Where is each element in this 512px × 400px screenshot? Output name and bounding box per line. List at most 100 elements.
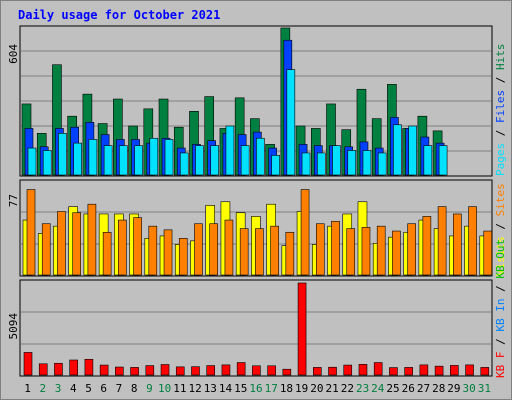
day-label: 8 bbox=[131, 382, 138, 395]
pages-bar bbox=[286, 69, 296, 176]
bottom-max-label: 5094 bbox=[7, 313, 20, 340]
mid-max-label: 77 bbox=[7, 194, 20, 207]
kbytes-bar bbox=[312, 367, 322, 376]
legend-item: KB In bbox=[494, 299, 507, 332]
legend-item: Pages bbox=[494, 143, 507, 176]
day-label: 28 bbox=[432, 382, 445, 395]
pages-bar bbox=[42, 150, 52, 176]
day-label: 25 bbox=[386, 382, 399, 395]
legend-item: Visits bbox=[494, 236, 507, 276]
pages-bar bbox=[225, 125, 235, 176]
kbytes-bar bbox=[236, 362, 246, 376]
sites-bar bbox=[361, 227, 371, 276]
kbytes-bar bbox=[206, 365, 216, 376]
day-label: 21 bbox=[326, 382, 339, 395]
kbytes-bar bbox=[297, 282, 307, 376]
pages-bar bbox=[88, 139, 98, 176]
pages-bar bbox=[103, 145, 113, 176]
day-label: 13 bbox=[204, 382, 217, 395]
sites-bar bbox=[133, 217, 142, 276]
kbytes-bar bbox=[54, 362, 63, 376]
legend-item: Sites bbox=[494, 183, 507, 216]
legend-item: Hits bbox=[494, 44, 507, 71]
kbytes-bar bbox=[175, 366, 185, 376]
sites-bar bbox=[300, 189, 310, 276]
kbytes-bar bbox=[328, 366, 337, 376]
pages-bar bbox=[256, 137, 265, 176]
sites-bar bbox=[118, 219, 127, 276]
day-label: 22 bbox=[341, 382, 354, 395]
kbytes-bar bbox=[221, 364, 231, 376]
day-label: 17 bbox=[265, 382, 278, 395]
sites-bar bbox=[178, 238, 188, 276]
pages-bar bbox=[240, 145, 250, 176]
legend-separator: / bbox=[494, 279, 507, 299]
day-label: 14 bbox=[219, 382, 233, 395]
sites-bar bbox=[163, 229, 173, 276]
sites-bar bbox=[346, 228, 356, 276]
kbytes-bar bbox=[450, 365, 459, 376]
day-label: 5 bbox=[85, 382, 92, 395]
sites-bar bbox=[285, 231, 295, 276]
sites-bar bbox=[483, 230, 493, 276]
kbytes-bar bbox=[38, 363, 48, 376]
sites-bar bbox=[453, 213, 462, 276]
sites-bar bbox=[331, 220, 340, 276]
day-labels: 1 2 3 4 5 6 7 8 9 10 11 12 13 14 15 16 17 18 19 20 21 22 23 24 2… bbox=[24, 382, 491, 395]
pages-bar bbox=[408, 125, 417, 176]
legend-separator: / bbox=[494, 123, 507, 143]
legend-item: Files bbox=[494, 90, 507, 123]
pages-bar bbox=[301, 152, 311, 176]
pages-bar bbox=[362, 150, 372, 176]
kbytes-bar bbox=[480, 367, 490, 376]
kbytes-bar bbox=[434, 365, 444, 376]
pages-bar bbox=[119, 145, 128, 176]
kbytes-bar bbox=[389, 367, 398, 376]
sites-bar bbox=[26, 189, 36, 276]
legend-separator: / bbox=[494, 332, 507, 352]
pages-bar bbox=[316, 152, 326, 176]
day-label: 31 bbox=[478, 382, 491, 395]
legend-item: KB Out bbox=[494, 239, 507, 279]
kbytes-bar bbox=[282, 368, 292, 376]
pages-bar bbox=[423, 145, 433, 176]
top-max-label: 604 bbox=[7, 44, 20, 64]
day-label: 12 bbox=[188, 382, 201, 395]
kbytes-bar bbox=[343, 364, 353, 376]
pages-bar bbox=[271, 155, 280, 176]
kbytes-bar bbox=[358, 364, 368, 376]
pages-bar bbox=[58, 133, 67, 176]
kbytes-bar bbox=[252, 365, 261, 376]
kbytes-bar bbox=[69, 359, 78, 376]
kbytes-bar bbox=[23, 352, 33, 376]
day-label: 26 bbox=[402, 382, 415, 395]
bottom-panel-frame bbox=[19, 279, 493, 377]
pages-bar bbox=[377, 152, 387, 176]
legend-text: Visits / Sites bbox=[494, 183, 507, 276]
day-label: 6 bbox=[100, 382, 107, 395]
pages-bar bbox=[73, 142, 82, 176]
chart-title: Daily usage for October 2021 bbox=[18, 8, 220, 22]
sites-bar bbox=[392, 230, 401, 276]
pages-bar bbox=[134, 145, 143, 176]
kbytes-bar bbox=[191, 366, 200, 376]
sites-bar bbox=[315, 223, 325, 276]
pages-bar bbox=[438, 145, 448, 176]
day-label: 3 bbox=[55, 382, 62, 395]
sites-bar bbox=[41, 223, 51, 276]
day-label: 18 bbox=[280, 382, 293, 395]
kbytes-bar bbox=[84, 358, 94, 376]
legend-separator: / bbox=[494, 70, 507, 90]
sites-bar bbox=[209, 223, 219, 276]
pages-bar bbox=[347, 150, 357, 176]
legend-mid: Visits / Sites bbox=[494, 183, 507, 276]
legend-top: Pages / Files / Hits bbox=[494, 44, 507, 177]
sites-bar bbox=[57, 211, 66, 276]
pages-bar bbox=[210, 145, 220, 176]
day-label: 27 bbox=[417, 382, 430, 395]
sites-bar bbox=[407, 223, 416, 276]
kbytes-bar bbox=[130, 367, 139, 376]
kbytes-bar bbox=[404, 367, 413, 376]
day-label: 4 bbox=[70, 382, 77, 395]
